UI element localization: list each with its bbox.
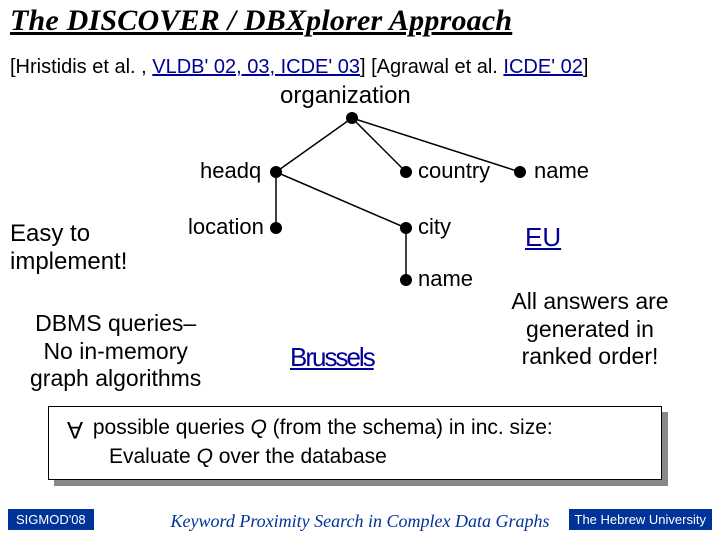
easy-line2: implement! [10, 248, 127, 275]
eu-link[interactable]: EU [525, 222, 561, 253]
label-location: location [188, 214, 264, 240]
label-organization: organization [280, 82, 411, 110]
label-name-top: name [534, 158, 589, 184]
box-Q2: Q [197, 445, 213, 468]
ref1-link[interactable]: VLDB' 02, 03, ICDE' 03 [152, 56, 360, 78]
dbms-line2: No in-memory [43, 338, 187, 364]
node-country [400, 166, 412, 178]
box-l1a: possible queries [87, 416, 250, 439]
brussels-link[interactable]: Brussels [290, 342, 374, 373]
easy-line1: Easy to [10, 220, 90, 247]
node-name-bottom [400, 274, 412, 286]
node-headq [270, 166, 282, 178]
easy-callout: Easy to implement! [10, 220, 127, 275]
ref2-suffix: ] [583, 56, 589, 78]
label-country: country [418, 158, 490, 184]
footer-affil: The Hebrew University [569, 509, 713, 530]
node-name-top [514, 166, 526, 178]
box-line2: Evaluate Q over the database [109, 445, 387, 469]
dbms-line3: graph algorithms [30, 365, 201, 391]
box-l2c: over the database [213, 445, 387, 468]
node-location [270, 222, 282, 234]
ref1-suffix: ] [Agrawal et al. [360, 56, 503, 78]
references-line: [Hristidis et al. , VLDB' 02, 03, ICDE' … [10, 56, 588, 79]
slide-root: The DISCOVER / DBXplorer Approach [Hrist… [0, 0, 720, 540]
node-city [400, 222, 412, 234]
dbms-callout: DBMS queries– No in-memory graph algorit… [30, 310, 201, 393]
node-organization [346, 112, 358, 124]
dbms-line1: DBMS queries– [35, 310, 196, 336]
ref2-link[interactable]: ICDE' 02 [503, 56, 582, 78]
forall-icon: A [67, 415, 83, 443]
footer-venue: SIGMOD'08 [8, 509, 94, 530]
ranked-line2: generated in [526, 316, 654, 342]
ranked-line3: ranked order! [522, 343, 659, 369]
slide-title: The DISCOVER / DBXplorer Approach [10, 4, 512, 38]
box-Q1: Q [250, 416, 266, 439]
label-name-bot: name [418, 266, 473, 292]
box-line1: A possible queries Q (from the schema) i… [67, 415, 553, 443]
label-city: city [418, 214, 451, 240]
label-headq: headq [200, 158, 261, 184]
box-l2a: Evaluate [109, 445, 197, 468]
ranked-callout: All answers are generated in ranked orde… [480, 288, 700, 371]
ref1-prefix: [Hristidis et al. , [10, 56, 152, 78]
box-l1c: (from the schema) in inc. size: [267, 416, 553, 439]
ranked-line1: All answers are [511, 288, 668, 314]
algorithm-box: A possible queries Q (from the schema) i… [48, 406, 662, 480]
